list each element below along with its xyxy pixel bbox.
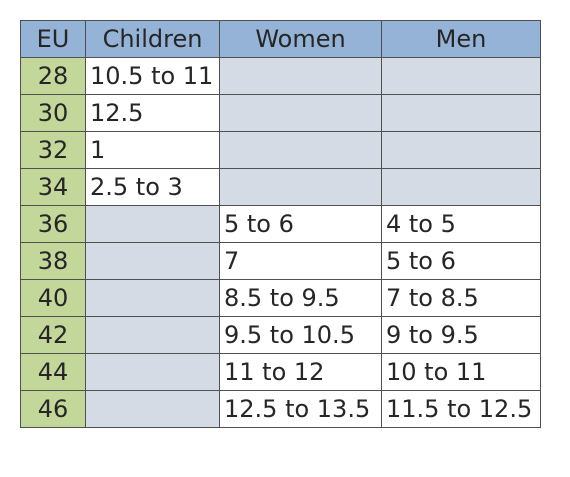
eu-size-cell: 28 — [20, 57, 86, 95]
children-size-cell: 2.5 to 3 — [85, 168, 220, 206]
men-empty-cell — [381, 168, 541, 206]
eu-size-cell: 30 — [20, 94, 86, 132]
women-size-cell: 5 to 6 — [219, 205, 382, 243]
eu-size-cell: 32 — [20, 131, 86, 169]
eu-size-cell: 46 — [20, 390, 86, 428]
children-size-cell: 12.5 — [85, 94, 220, 132]
men-empty-cell — [381, 94, 541, 132]
eu-size-cell: 42 — [20, 316, 86, 354]
table-row: 42 9.5 to 10.5 9 to 9.5 — [20, 316, 541, 354]
children-empty-cell — [85, 242, 220, 280]
table-row: 28 10.5 to 11 — [20, 57, 541, 95]
men-size-cell: 4 to 5 — [381, 205, 541, 243]
header-women: Women — [219, 20, 382, 58]
table-row: 32 1 — [20, 131, 541, 169]
table-row: 44 11 to 12 10 to 11 — [20, 353, 541, 391]
header-row: EU Children Women Men — [20, 20, 541, 58]
women-size-cell: 7 — [219, 242, 382, 280]
table-header: EU Children Women Men — [20, 20, 541, 58]
table-row: 40 8.5 to 9.5 7 to 8.5 — [20, 279, 541, 317]
women-empty-cell — [219, 94, 382, 132]
header-men: Men — [381, 20, 541, 58]
table-row: 34 2.5 to 3 — [20, 168, 541, 206]
header-children: Children — [85, 20, 220, 58]
eu-size-cell: 38 — [20, 242, 86, 280]
children-size-cell: 10.5 to 11 — [85, 57, 220, 95]
women-empty-cell — [219, 57, 382, 95]
header-eu: EU — [20, 20, 86, 58]
table-row: 46 12.5 to 13.5 11.5 to 12.5 — [20, 390, 541, 428]
eu-size-cell: 34 — [20, 168, 86, 206]
men-empty-cell — [381, 131, 541, 169]
shoe-size-table: EU Children Women Men 28 10.5 to 11 30 12.5… — [20, 20, 541, 428]
women-empty-cell — [219, 131, 382, 169]
women-size-cell: 8.5 to 9.5 — [219, 279, 382, 317]
women-size-cell: 12.5 to 13.5 — [219, 390, 382, 428]
children-empty-cell — [85, 205, 220, 243]
eu-size-cell: 36 — [20, 205, 86, 243]
eu-size-cell: 40 — [20, 279, 86, 317]
men-size-cell: 7 to 8.5 — [381, 279, 541, 317]
children-empty-cell — [85, 279, 220, 317]
men-size-cell: 9 to 9.5 — [381, 316, 541, 354]
men-empty-cell — [381, 57, 541, 95]
men-size-cell: 5 to 6 — [381, 242, 541, 280]
eu-size-cell: 44 — [20, 353, 86, 391]
women-size-cell: 11 to 12 — [219, 353, 382, 391]
women-size-cell: 9.5 to 10.5 — [219, 316, 382, 354]
children-empty-cell — [85, 353, 220, 391]
men-size-cell: 10 to 11 — [381, 353, 541, 391]
children-empty-cell — [85, 316, 220, 354]
women-empty-cell — [219, 168, 382, 206]
table-row: 38 7 5 to 6 — [20, 242, 541, 280]
men-size-cell: 11.5 to 12.5 — [381, 390, 541, 428]
children-empty-cell — [85, 390, 220, 428]
table-row: 30 12.5 — [20, 94, 541, 132]
children-size-cell: 1 — [85, 131, 220, 169]
